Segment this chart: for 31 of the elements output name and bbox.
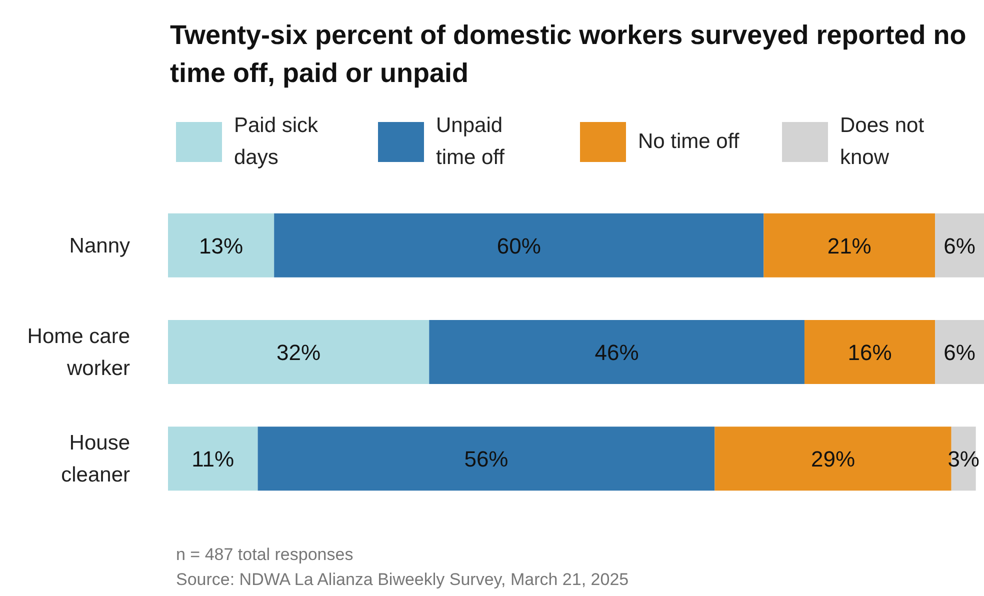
legend-label: No time off	[638, 129, 740, 155]
bar	[935, 320, 984, 384]
data-label: 46%	[594, 340, 639, 365]
bar	[258, 426, 715, 491]
bar	[935, 213, 984, 278]
data-label: 32%	[276, 340, 321, 365]
y-tick-label: Home care worker	[27, 325, 130, 380]
y-tick-label: House cleaner	[61, 432, 130, 487]
legend-label: Paid sick days	[234, 113, 320, 171]
legend-label: Unpaid time off	[436, 113, 506, 171]
bar	[274, 213, 764, 278]
data-label: 56%	[464, 446, 508, 472]
bar	[764, 213, 936, 278]
data-label: 6%	[944, 233, 976, 258]
data-label: 21%	[827, 233, 872, 258]
data-label: 6%	[944, 340, 976, 365]
data-label: 29%	[811, 446, 856, 472]
bar	[168, 426, 258, 491]
data-label: 11%	[192, 446, 234, 472]
bar	[168, 213, 274, 278]
legend-label: Does not know	[840, 113, 926, 171]
data-label: 16%	[848, 340, 892, 365]
bar	[429, 320, 804, 384]
data-label: 60%	[496, 233, 541, 258]
data-label: 13%	[199, 233, 244, 258]
y-tick-label: Nanny	[69, 234, 130, 258]
text: n = 487 total responses	[176, 544, 354, 566]
bar	[804, 320, 936, 384]
chart-title: Twenty-six percent of domestic workers surveyed reported no time off, paid or unpaid	[170, 19, 968, 90]
source-note: Source: NDWA La Alianza Biweekly Survey, March 21, 2025	[176, 569, 630, 591]
bar	[168, 320, 430, 384]
